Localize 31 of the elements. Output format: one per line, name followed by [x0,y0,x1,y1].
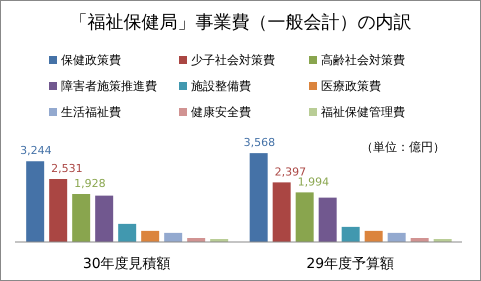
legend-label: 保健政策費 [61,52,121,68]
data-label: 3,568 [244,136,276,150]
legend-label: 少子社会対策費 [191,52,275,68]
legend-label: 高齢社会対策費 [321,52,405,68]
bar [26,161,44,242]
bar [72,194,90,242]
data-label: 2,531 [51,162,83,175]
bar [296,192,314,242]
legend-label: 生活福祉費 [61,104,121,120]
bar [318,198,337,242]
bar [342,226,360,242]
legend-label: 福祉保健管理費 [321,104,405,120]
bar [250,153,268,242]
data-label: 3,244 [20,144,52,158]
chart-title: 「福祉保健局」事業費（一般会計）の内訳 [68,11,412,34]
data-label: 1,928 [74,177,106,190]
x-tick-label: 29年度予算額 [306,256,394,272]
bar [272,182,291,242]
bar [141,230,160,242]
bar [118,224,136,242]
bar [49,178,68,242]
annotation: （単位：億円） [361,139,445,156]
legend-label: 障害者施策推進費 [61,78,157,94]
x-tick-label: 30年度見積額 [82,256,171,272]
bar [388,232,406,242]
legend-label: 施設整備費 [191,78,251,94]
bar [95,196,114,242]
bar [164,232,182,242]
legend-label: 健康安全費 [191,104,251,120]
legend-label: 医療政策費 [321,78,381,94]
bar [364,230,383,242]
